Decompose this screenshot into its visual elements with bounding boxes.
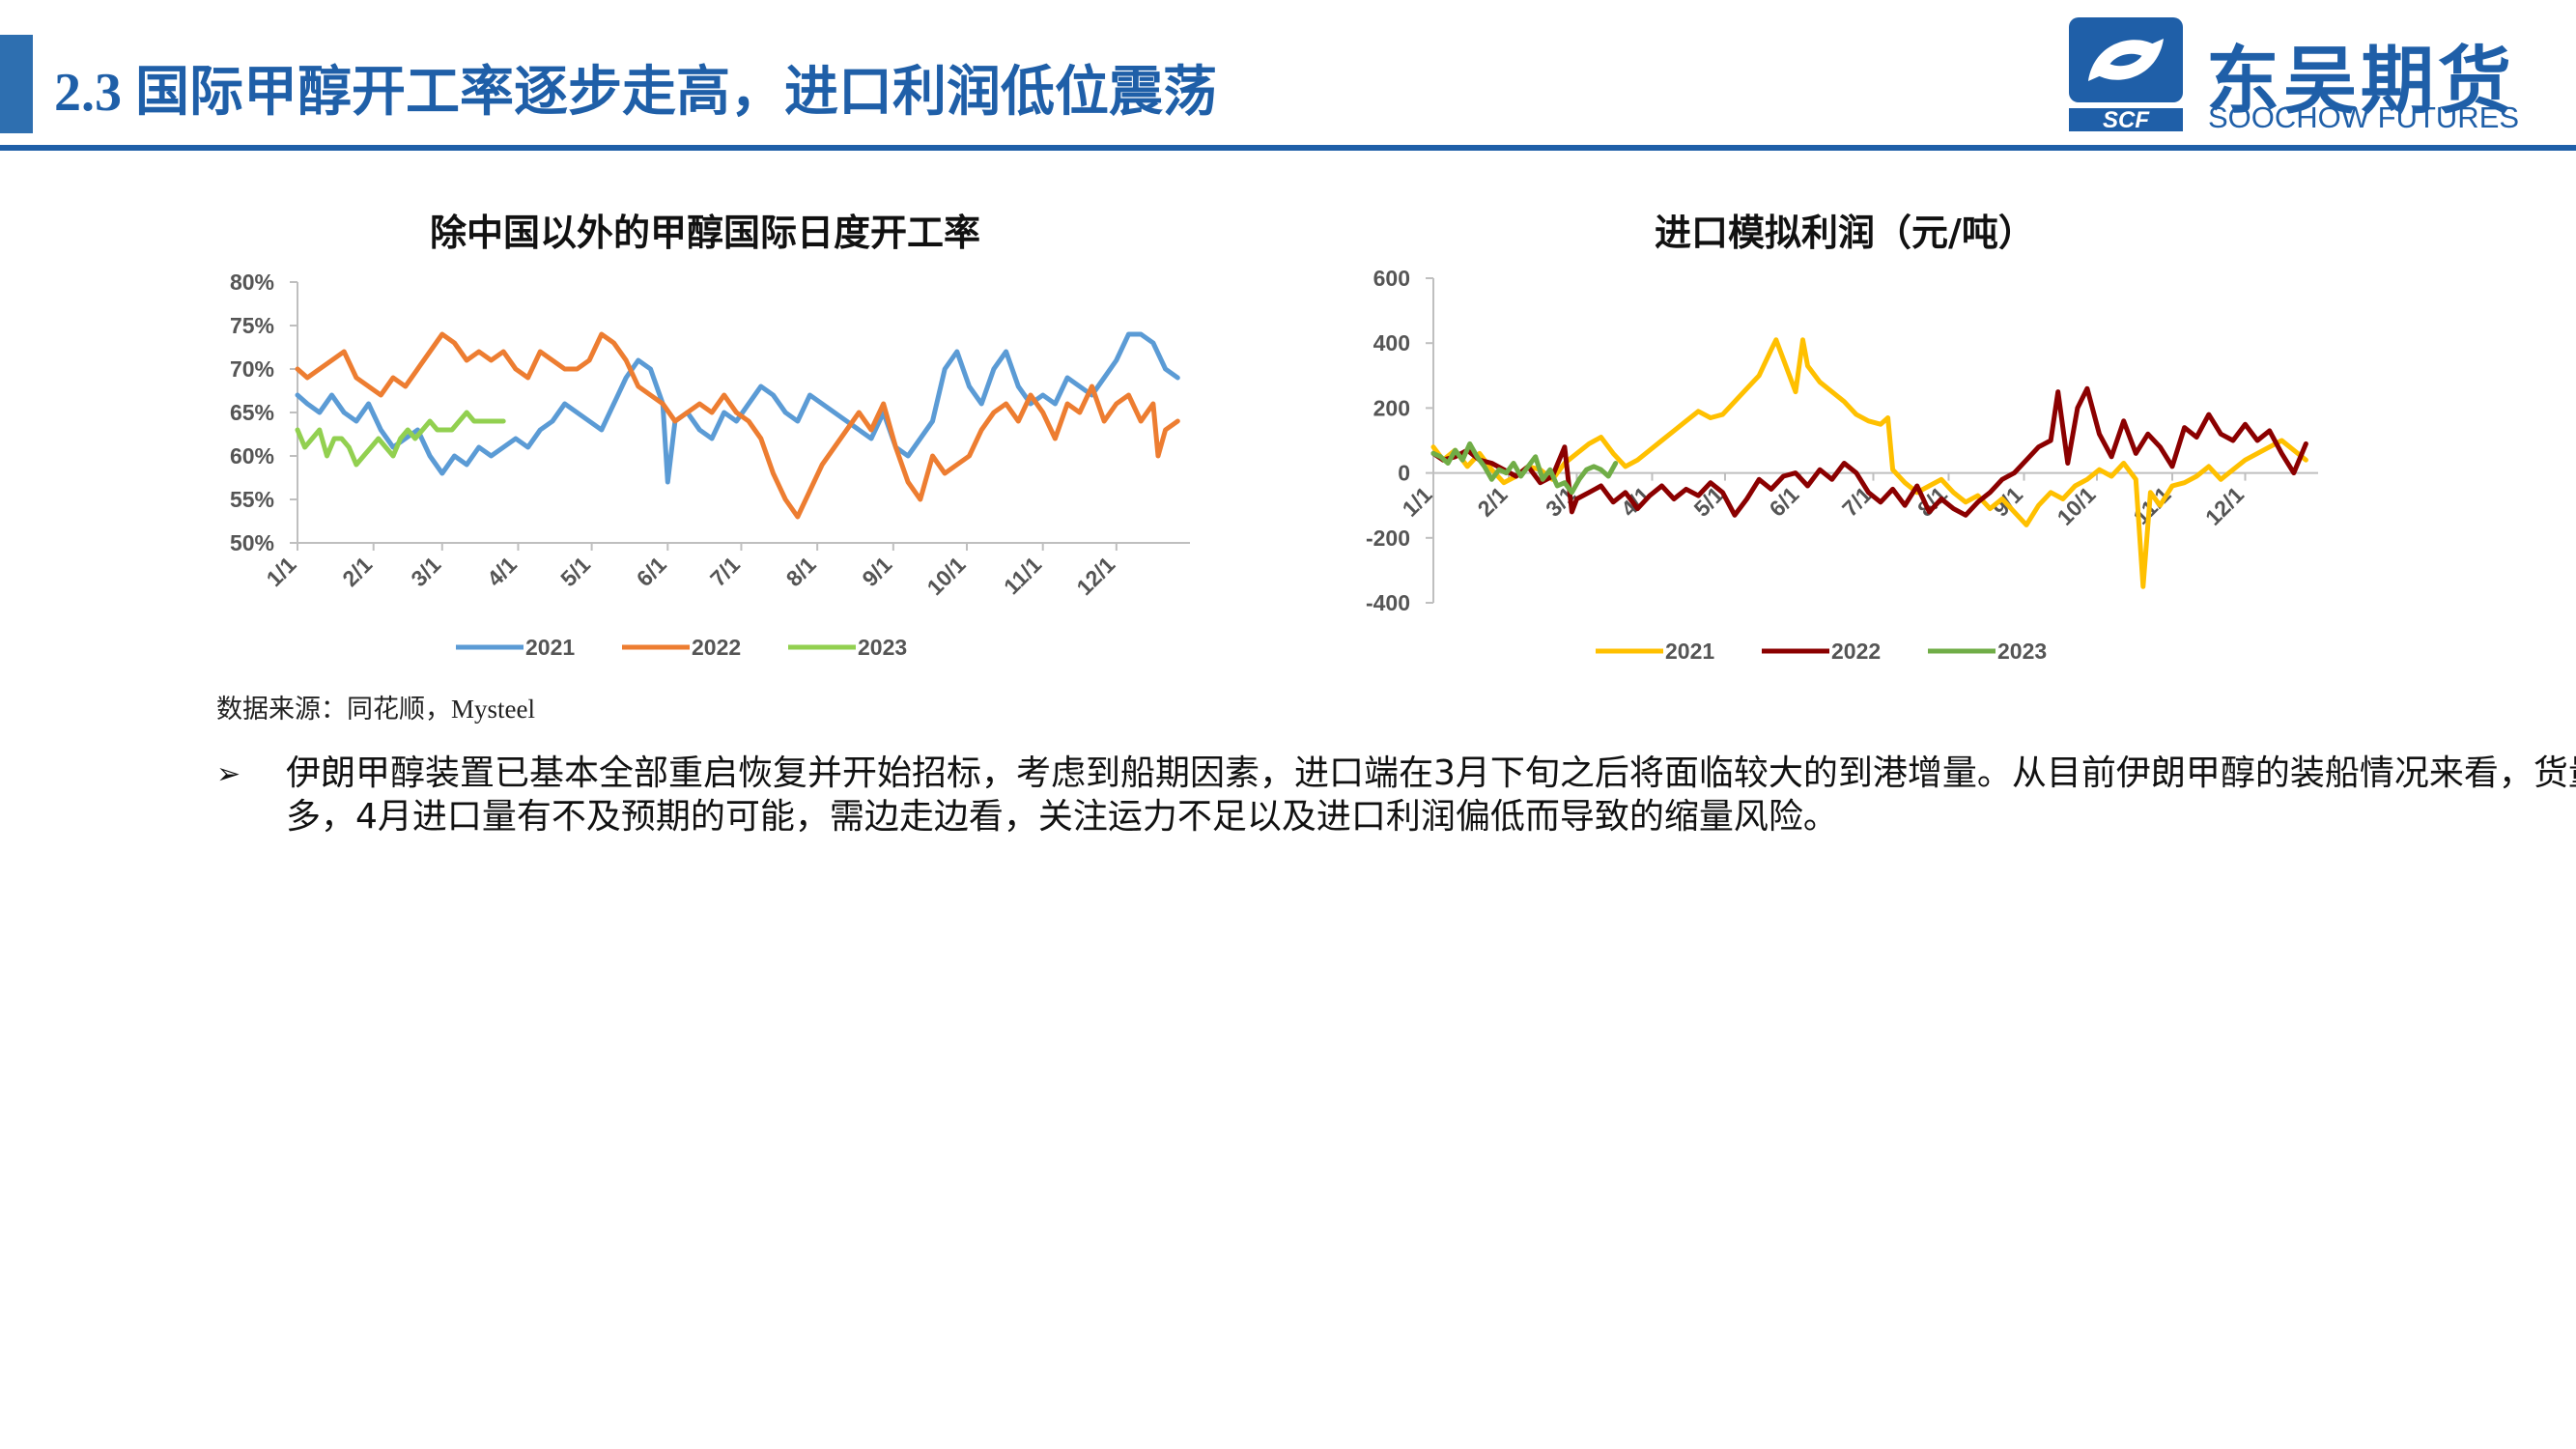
x-tick-label: 2/1 [1473, 482, 1513, 522]
company-logo: SCF 东吴期货 SOOCHOW FUTURES [2065, 14, 2558, 135]
series-line-2021 [295, 331, 1180, 485]
chart-intl-operating-rate: 除中国以外的甲醇国际日度开工率 80% 75% 70% 65% 60% 55% 50% 1/1… [184, 193, 1227, 696]
x-tick-label: 11/1 [999, 552, 1046, 599]
series-line-2021 [1430, 337, 2308, 589]
section-number: 2.3 [54, 63, 122, 123]
x-tick-label: 8/1 [781, 552, 821, 591]
title-text: 国际甲醇开工率逐步走高，进口利润低位震荡 [135, 61, 1217, 124]
x-tick-label: 4/1 [1616, 482, 1656, 522]
legend-item-2022: 2022 [1762, 639, 1881, 664]
x-tick-label: 1/1 [1398, 482, 1437, 522]
legend-label: 2023 [858, 635, 907, 660]
y-tick-label: 50% [230, 530, 274, 555]
y-tick-label: 75% [230, 313, 274, 338]
legend-item-2023: 2023 [1928, 639, 2047, 664]
legend-label: 2022 [1831, 639, 1881, 664]
data-source-note: 数据来源：同花顺，Mysteel [216, 695, 535, 724]
y-tick-label: -200 [1366, 526, 1410, 551]
x-tick-label: 12/1 [2200, 482, 2249, 530]
x-tick-label: 10/1 [921, 552, 970, 600]
y-tick-label: 600 [1373, 266, 1410, 291]
x-tick-label: 7/1 [705, 552, 745, 591]
legend-label: 2021 [1665, 639, 1714, 664]
x-tick-label: 1/1 [262, 552, 301, 591]
legend-item-2021: 2021 [456, 635, 575, 660]
x-tick-label: 2/1 [337, 552, 377, 591]
legend-label: 2023 [1997, 639, 2047, 664]
x-tick-label: 4/1 [482, 552, 522, 591]
y-tick-label: 60% [230, 443, 274, 469]
x-tick-label: 9/1 [857, 552, 896, 591]
series-line-2023 [295, 410, 506, 468]
page-title: 2.3 国际甲醇开工率逐步走高，进口利润低位震荡 [54, 48, 1217, 127]
series-line-2022 [295, 331, 1180, 520]
legend-label: 2022 [692, 635, 741, 660]
legend-label: 2021 [525, 635, 575, 660]
x-tick-label: 12/1 [1071, 552, 1119, 600]
x-tick-label: 5/1 [555, 552, 595, 591]
y-tick-label: -400 [1366, 590, 1410, 615]
y-tick-label: 55% [230, 487, 274, 512]
chart-title: 进口模拟利润（元/吨） [1655, 212, 2035, 254]
header-divider [0, 145, 2576, 151]
legend-item-2022: 2022 [622, 635, 741, 660]
y-tick-label: 80% [230, 270, 274, 295]
arrow-bullet-icon: ➢ [216, 757, 241, 791]
legend: 2021 2022 2023 [456, 635, 907, 660]
chart-title: 除中国以外的甲醇国际日度开工率 [429, 212, 980, 254]
series-line-2022 [1430, 385, 2308, 518]
legend-item-2021: 2021 [1596, 639, 1714, 664]
header-accent-bar [0, 35, 33, 133]
plot-area: 80% 75% 70% 65% 60% 55% 50%1/1 2/1 3/1 4/1 5/1 6/1 7… [230, 270, 1190, 600]
legend: 2021 2022 2023 [1596, 639, 2047, 664]
legend-item-2023: 2023 [788, 635, 907, 660]
commentary-text: 伊朗甲醇装置已基本全部重启恢复并开始招标，考虑到船期因素，进口端在3月下旬之后将… [286, 753, 2576, 837]
x-tick-label: 7/1 [1837, 482, 1877, 522]
logo-abbr: SCF [2103, 107, 2150, 133]
chart-import-profit: 进口模拟利润（元/吨） 600 400 200 0 -200 -400 1/1 2/1 3/1 4… [1323, 193, 2366, 696]
y-tick-label: 70% [230, 356, 274, 382]
y-tick-label: 400 [1373, 330, 1410, 355]
series-line-2023 [1430, 440, 1619, 496]
x-tick-label: 3/1 [406, 552, 445, 591]
x-tick-label: 6/1 [632, 552, 671, 591]
y-tick-label: 0 [1398, 461, 1410, 486]
logo-chinese-name: 东吴期货 [2206, 38, 2515, 124]
scf-logo-icon: SCF [2069, 17, 2183, 133]
x-tick-label: 10/1 [2052, 482, 2100, 530]
chart-canvas: 80% 75% 70% 65% 60% 55% 50%1/1 2/1 3/1 4/1 5/1 6/1 7… [230, 270, 1190, 660]
y-tick-label: 65% [230, 400, 274, 425]
y-tick-label: 200 [1373, 395, 1410, 420]
logo-english-name: SOOCHOW FUTURES [2208, 100, 2520, 134]
